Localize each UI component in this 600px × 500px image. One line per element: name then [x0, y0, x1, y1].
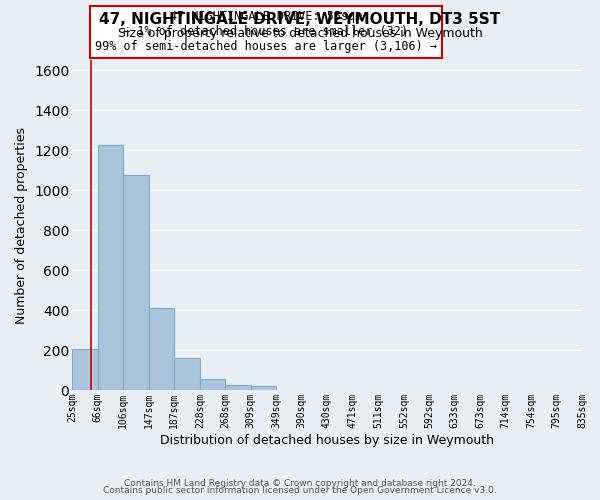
- Text: 47, NIGHTINGALE DRIVE, WEYMOUTH, DT3 5ST: 47, NIGHTINGALE DRIVE, WEYMOUTH, DT3 5ST: [100, 12, 500, 28]
- Y-axis label: Number of detached properties: Number of detached properties: [16, 126, 28, 324]
- Text: Contains public sector information licensed under the Open Government Licence v3: Contains public sector information licen…: [103, 486, 497, 495]
- Text: Contains HM Land Registry data © Crown copyright and database right 2024.: Contains HM Land Registry data © Crown c…: [124, 478, 476, 488]
- Bar: [251, 386, 276, 390]
- Bar: [98, 145, 123, 390]
- Bar: [225, 385, 251, 390]
- X-axis label: Distribution of detached houses by size in Weymouth: Distribution of detached houses by size …: [160, 434, 494, 446]
- Bar: [123, 175, 149, 390]
- Bar: [174, 358, 200, 390]
- Bar: [200, 379, 225, 390]
- Bar: [72, 349, 98, 390]
- Text: 47 NIGHTINGALE DRIVE: 55sqm
← 1% of detached houses are smaller (32)
99% of semi: 47 NIGHTINGALE DRIVE: 55sqm ← 1% of deta…: [95, 10, 437, 54]
- Bar: [149, 308, 174, 390]
- Text: Size of property relative to detached houses in Weymouth: Size of property relative to detached ho…: [118, 28, 482, 40]
